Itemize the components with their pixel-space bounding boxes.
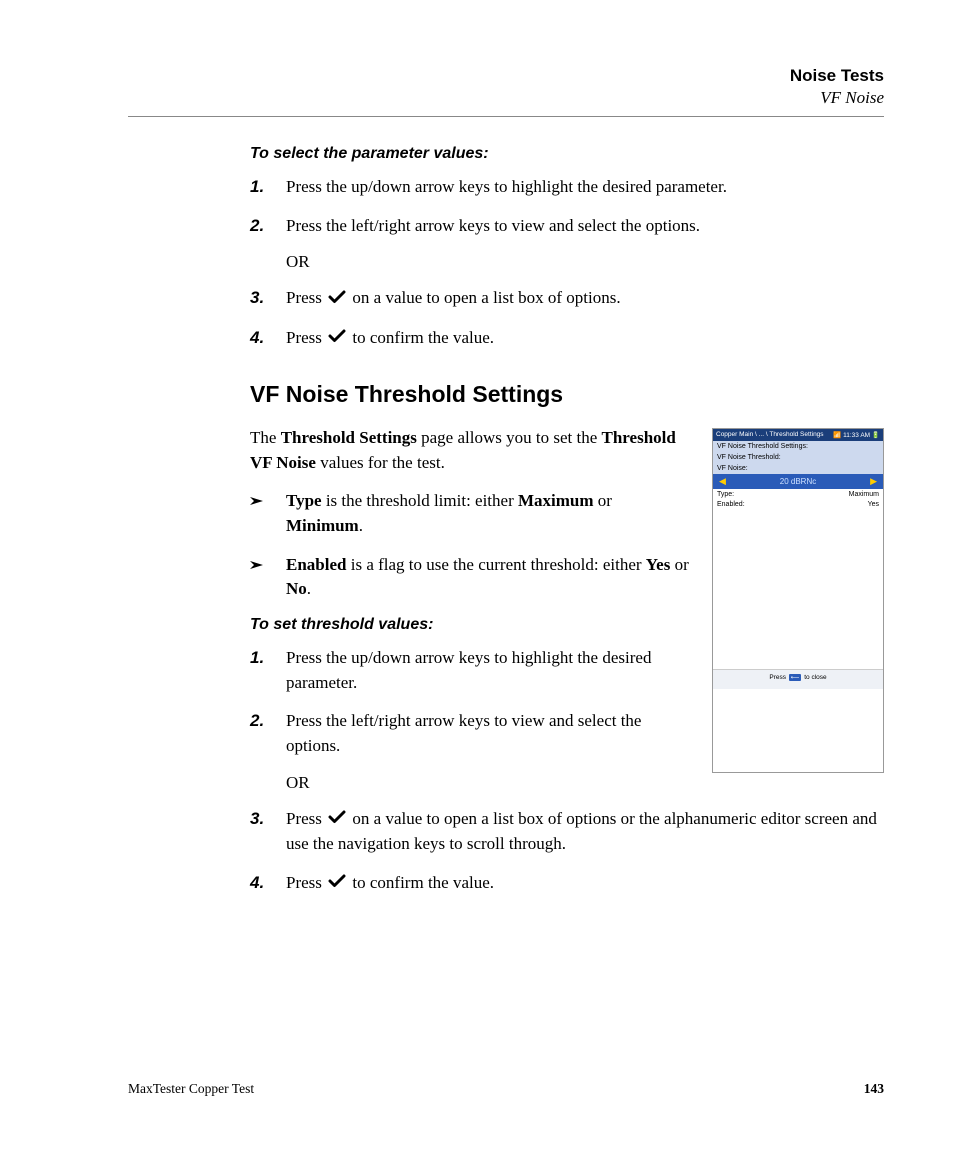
list-item: 4. Press to confirm the value. — [250, 326, 884, 351]
device-selected-row: ◀ 20 dBRNc ▶ — [713, 474, 883, 489]
arrowhead-icon — [250, 489, 286, 538]
step-text: Press to confirm the value. — [286, 326, 884, 351]
step-text: Press to confirm the value. — [286, 871, 884, 896]
device-kv-row: Enabled: Yes — [713, 499, 883, 509]
bullet-list: Type is the threshold limit: either Maxi… — [250, 489, 692, 602]
check-icon — [328, 871, 346, 896]
procedure1-title: To select the parameter values: — [250, 145, 884, 163]
text: to close — [804, 674, 826, 681]
step-text: Press the left/right arrow keys to view … — [286, 214, 884, 239]
step-number: 3. — [250, 807, 286, 857]
step-number: 2. — [250, 214, 286, 239]
list-item: 4. Press to confirm the value. — [250, 871, 884, 896]
step-number: 2. — [250, 709, 286, 758]
device-blank-area — [713, 509, 883, 669]
device-titlebar: Copper Main \ ... \ Threshold Settings 📶… — [713, 429, 883, 441]
text: page allows you to set the — [417, 428, 602, 447]
press-word: Press — [286, 288, 322, 307]
esc-key-icon: ⟵ — [789, 674, 802, 681]
procedure2-title: To set threshold values: — [250, 616, 692, 634]
step-text: Press on a value to open a list box of o… — [286, 286, 884, 311]
text: . — [307, 579, 311, 598]
step-tail: on a value to open a list box of options… — [352, 288, 620, 307]
check-icon — [328, 287, 346, 312]
step-number: 3. — [250, 286, 286, 311]
device-row: VF Noise Threshold Settings: — [713, 441, 883, 452]
text: . — [359, 516, 363, 535]
page-number: 143 — [864, 1081, 884, 1097]
bold-text: Threshold Settings — [281, 428, 417, 447]
text: The — [250, 428, 281, 447]
step-number: 1. — [250, 646, 286, 695]
text: is a flag to use the current threshold: … — [346, 555, 645, 574]
list-item: 3. Press on a value to open a list box o… — [250, 286, 884, 311]
step-tail: to confirm the value. — [352, 328, 494, 347]
device-footer: Press ⟵ to close — [713, 669, 883, 689]
list-item: 3. Press on a value to open a list box o… — [250, 807, 884, 857]
header-rule — [128, 116, 884, 117]
device-kv-row: Type: Maximum — [713, 489, 883, 499]
step-text: Press the left/right arrow keys to view … — [286, 709, 692, 758]
text: or — [670, 555, 688, 574]
text: values for the test. — [316, 453, 445, 472]
header-title: Noise Tests — [128, 66, 884, 86]
list-item: 2. Press the left/right arrow keys to vi… — [250, 709, 692, 758]
selected-value: 20 dBRNc — [726, 477, 870, 486]
step-text: Press on a value to open a list box of o… — [286, 807, 884, 857]
check-icon — [328, 807, 346, 832]
step-number: 4. — [250, 871, 286, 896]
bold-text: Maximum — [518, 491, 594, 510]
step-number: 1. — [250, 175, 286, 200]
step-tail: to confirm the value. — [352, 873, 494, 892]
triangle-left-icon: ◀ — [719, 477, 726, 486]
product-name: MaxTester Copper Test — [128, 1081, 254, 1097]
kv-key: Type: — [717, 491, 734, 498]
procedure1-list: 1. Press the up/down arrow keys to highl… — [250, 175, 884, 238]
section-heading: VF Noise Threshold Settings — [250, 381, 884, 408]
press-word: Press — [286, 809, 322, 828]
procedure2-list: 1. Press the up/down arrow keys to highl… — [250, 646, 692, 759]
device-row: VF Noise: — [713, 463, 883, 474]
list-item: 1. Press the up/down arrow keys to highl… — [250, 646, 692, 695]
bold-text: No — [286, 579, 307, 598]
or-text: OR — [250, 252, 884, 272]
text: is the threshold limit: either — [322, 491, 518, 510]
list-item: Enabled is a flag to use the current thr… — [250, 553, 692, 602]
device-row: VF Noise Threshold: — [713, 452, 883, 463]
text: Press — [769, 674, 786, 681]
bullet-text: Enabled is a flag to use the current thr… — [286, 553, 692, 602]
page-footer: MaxTester Copper Test 143 — [128, 1081, 884, 1097]
step-tail: on a value to open a list box of options… — [286, 809, 877, 853]
bold-text: Minimum — [286, 516, 359, 535]
header-subtitle: VF Noise — [128, 88, 884, 108]
check-icon — [328, 326, 346, 351]
list-item: 1. Press the up/down arrow keys to highl… — [250, 175, 884, 200]
kv-val: Maximum — [849, 491, 879, 498]
press-word: Press — [286, 873, 322, 892]
bold-text: Enabled — [286, 555, 346, 574]
step-text: Press the up/down arrow keys to highligh… — [286, 646, 692, 695]
clock: 📶 11:33 AM 🔋 — [833, 431, 880, 439]
press-word: Press — [286, 328, 322, 347]
bold-text: Type — [286, 491, 322, 510]
or-text: OR — [250, 773, 884, 793]
arrowhead-icon — [250, 553, 286, 602]
device-screenshot: Copper Main \ ... \ Threshold Settings 📶… — [712, 428, 884, 772]
procedure2-list-cont: 3. Press on a value to open a list box o… — [250, 807, 884, 896]
intro-paragraph: The Threshold Settings page allows you t… — [250, 426, 692, 475]
text: or — [594, 491, 612, 510]
kv-val: Yes — [868, 501, 879, 508]
breadcrumb: Copper Main \ ... \ Threshold Settings — [716, 431, 824, 439]
list-item: 2. Press the left/right arrow keys to vi… — [250, 214, 884, 239]
bold-text: Yes — [646, 555, 671, 574]
triangle-right-icon: ▶ — [870, 477, 877, 486]
bullet-text: Type is the threshold limit: either Maxi… — [286, 489, 692, 538]
step-text: Press the up/down arrow keys to highligh… — [286, 175, 884, 200]
list-item: Type is the threshold limit: either Maxi… — [250, 489, 692, 538]
kv-key: Enabled: — [717, 501, 745, 508]
step-number: 4. — [250, 326, 286, 351]
procedure1-list-cont: 3. Press on a value to open a list box o… — [250, 286, 884, 351]
